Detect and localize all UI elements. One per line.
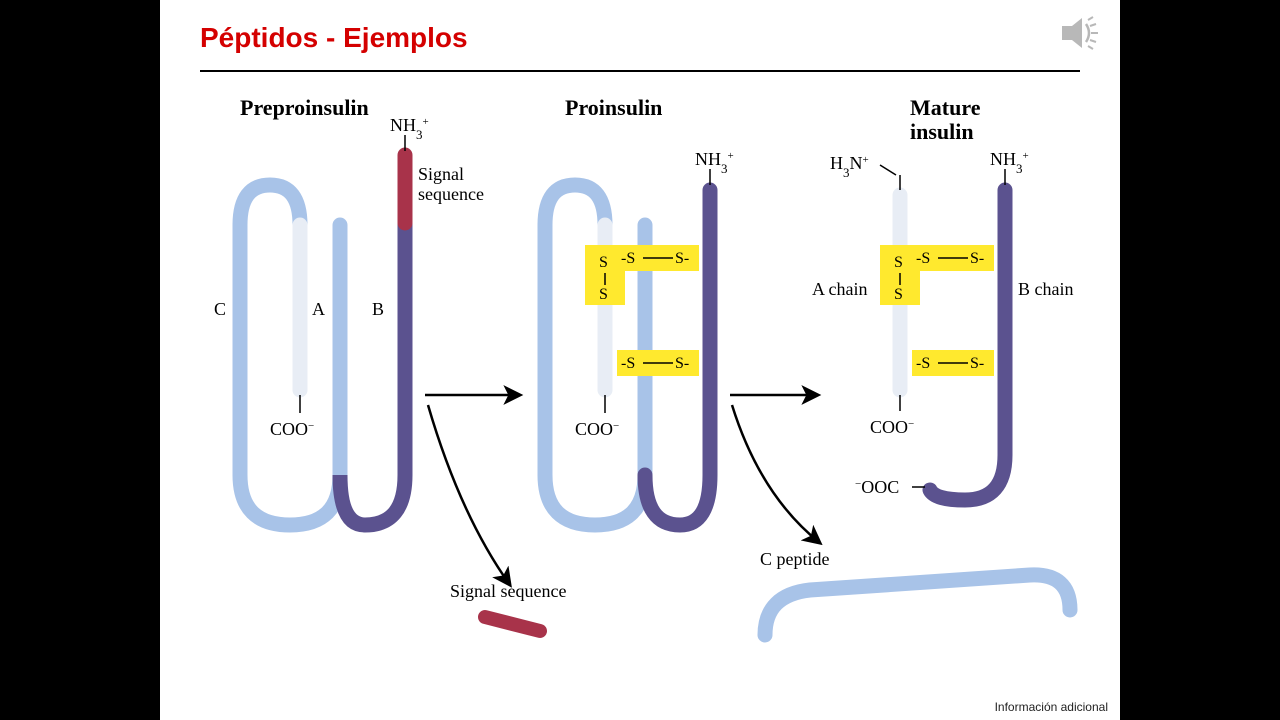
arrow-1-signal <box>428 405 510 585</box>
nh3-label: NH3+ <box>990 149 1029 176</box>
c-arch <box>240 185 300 225</box>
svg-text:S-: S- <box>970 250 984 267</box>
svg-text:S: S <box>894 286 903 303</box>
panel-proinsulin: Proinsulin NH3+ COO− S S -S S- - <box>545 95 734 525</box>
b-chain-bend <box>340 475 365 525</box>
coo-label: COO− <box>270 419 314 439</box>
svg-text:S: S <box>599 286 608 303</box>
coo-label: COO− <box>575 419 619 439</box>
svg-text:S-: S- <box>970 355 984 372</box>
heading-proinsulin: Proinsulin <box>565 95 662 120</box>
slide: Péptidos - Ejemplos Preproinsulin <box>160 0 1120 720</box>
insulin-diagram: Preproinsulin NH3+ Signalsequence C <box>200 95 1080 655</box>
b-label: B <box>372 299 384 319</box>
svg-text:S-: S- <box>675 355 689 372</box>
cleaved-cpeptide-label: C peptide <box>760 549 830 569</box>
svg-text:S: S <box>599 254 608 271</box>
slide-footer: Información adicional <box>995 700 1108 714</box>
signal-label: Signalsequence <box>418 164 484 204</box>
cleaved-signal-label: Signal sequence <box>450 581 566 601</box>
nh3-label: NH3+ <box>390 115 429 142</box>
arrow-2-cpeptide <box>732 405 820 543</box>
heading-mature: Matureinsulin <box>910 95 981 144</box>
cleaved-signal: Signal sequence <box>450 581 566 631</box>
c-arch <box>545 185 605 225</box>
panel-mature: Matureinsulin H3N+ NH3+ COO− −OOC A chai… <box>812 95 1074 500</box>
slide-title: Péptidos - Ejemplos <box>200 22 468 54</box>
signal-fragment <box>485 617 540 631</box>
speaker-icon <box>1058 14 1102 57</box>
title-divider <box>200 70 1080 72</box>
svg-text:S: S <box>894 254 903 271</box>
svg-text:-S: -S <box>621 355 635 372</box>
c-label: C <box>214 299 226 319</box>
panel-preproinsulin: Preproinsulin NH3+ Signalsequence C <box>214 95 484 525</box>
a-chain-label: A chain <box>812 279 868 299</box>
cleaved-c-peptide: C peptide <box>760 549 1070 635</box>
h3n-label: H3N+ <box>830 153 869 180</box>
nh3-label: NH3+ <box>695 149 734 176</box>
b-chain-lower <box>365 220 405 525</box>
svg-text:-S: -S <box>916 355 930 372</box>
c-peptide-fragment <box>765 575 1070 635</box>
b-chain-label: B chain <box>1018 279 1074 299</box>
svg-text:S-: S- <box>675 250 689 267</box>
a-label: A <box>312 299 325 319</box>
coo-a: COO− <box>870 417 914 437</box>
c-chain <box>240 225 340 525</box>
ooc-b: −OOC <box>855 477 899 497</box>
heading-preproinsulin: Preproinsulin <box>240 95 369 120</box>
svg-text:-S: -S <box>621 250 635 267</box>
b-chain <box>930 190 1005 500</box>
svg-text:-S: -S <box>916 250 930 267</box>
